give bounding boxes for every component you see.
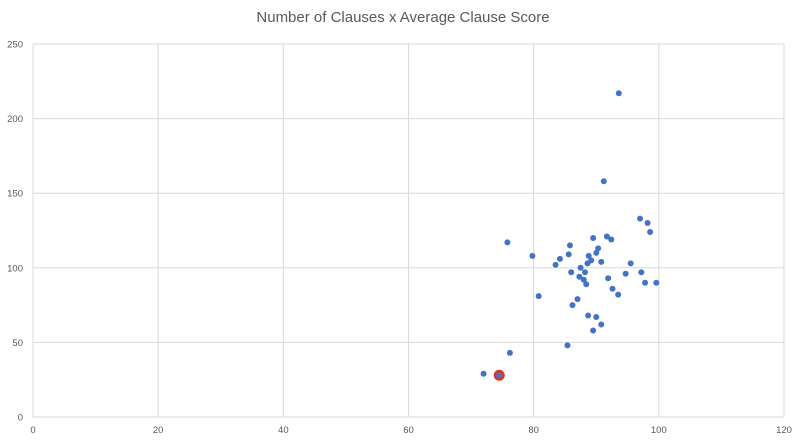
- data-point: [564, 342, 571, 349]
- data-point: [529, 252, 536, 259]
- data-point: [588, 257, 595, 264]
- data-point: [615, 90, 622, 97]
- data-point: [598, 321, 605, 328]
- data-point: [644, 220, 651, 227]
- x-tick-label: 120: [776, 425, 792, 436]
- y-tick-label: 0: [18, 413, 23, 424]
- data-point: [590, 327, 597, 334]
- data-point: [609, 285, 616, 292]
- data-point: [595, 245, 602, 252]
- data-point: [615, 291, 622, 298]
- data-point: [638, 269, 645, 276]
- data-point: [598, 258, 605, 265]
- x-tick-label: 0: [30, 425, 35, 436]
- data-point: [605, 275, 612, 282]
- x-tick-label: 80: [528, 425, 539, 436]
- highlighted-data-point: [496, 372, 503, 379]
- data-point: [556, 255, 563, 262]
- data-point: [552, 261, 559, 268]
- data-point: [642, 279, 649, 286]
- data-point: [627, 260, 634, 267]
- y-tick-label: 250: [7, 40, 23, 51]
- data-point: [568, 269, 575, 276]
- data-point: [593, 314, 600, 321]
- data-point: [580, 276, 587, 283]
- y-tick-label: 150: [7, 189, 23, 200]
- data-point: [565, 251, 572, 258]
- data-point: [608, 236, 615, 243]
- data-point: [585, 252, 592, 259]
- data-point: [504, 239, 511, 246]
- x-tick-label: 60: [403, 425, 414, 436]
- y-tick-label: 200: [7, 114, 23, 125]
- y-tick-label: 50: [12, 338, 23, 349]
- data-point: [585, 312, 592, 319]
- data-point: [590, 234, 597, 241]
- data-point: [637, 215, 644, 222]
- data-point: [647, 228, 654, 235]
- data-point: [566, 242, 573, 249]
- data-point: [581, 269, 588, 276]
- chart-title: Number of Clauses x Average Clause Score: [256, 9, 550, 26]
- data-point: [603, 233, 610, 240]
- data-point: [576, 273, 583, 280]
- data-point: [535, 293, 542, 300]
- data-point: [574, 296, 581, 303]
- x-tick-label: 40: [278, 425, 289, 436]
- x-tick-label: 100: [651, 425, 667, 436]
- data-point: [622, 270, 629, 277]
- data-point: [480, 370, 487, 377]
- data-point: [600, 178, 607, 185]
- x-tick-label: 20: [153, 425, 164, 436]
- data-point: [506, 349, 513, 356]
- data-point: [577, 264, 584, 271]
- data-point: [653, 279, 660, 286]
- data-point: [569, 302, 576, 309]
- data-point: [583, 281, 590, 288]
- y-tick-label: 100: [7, 263, 23, 274]
